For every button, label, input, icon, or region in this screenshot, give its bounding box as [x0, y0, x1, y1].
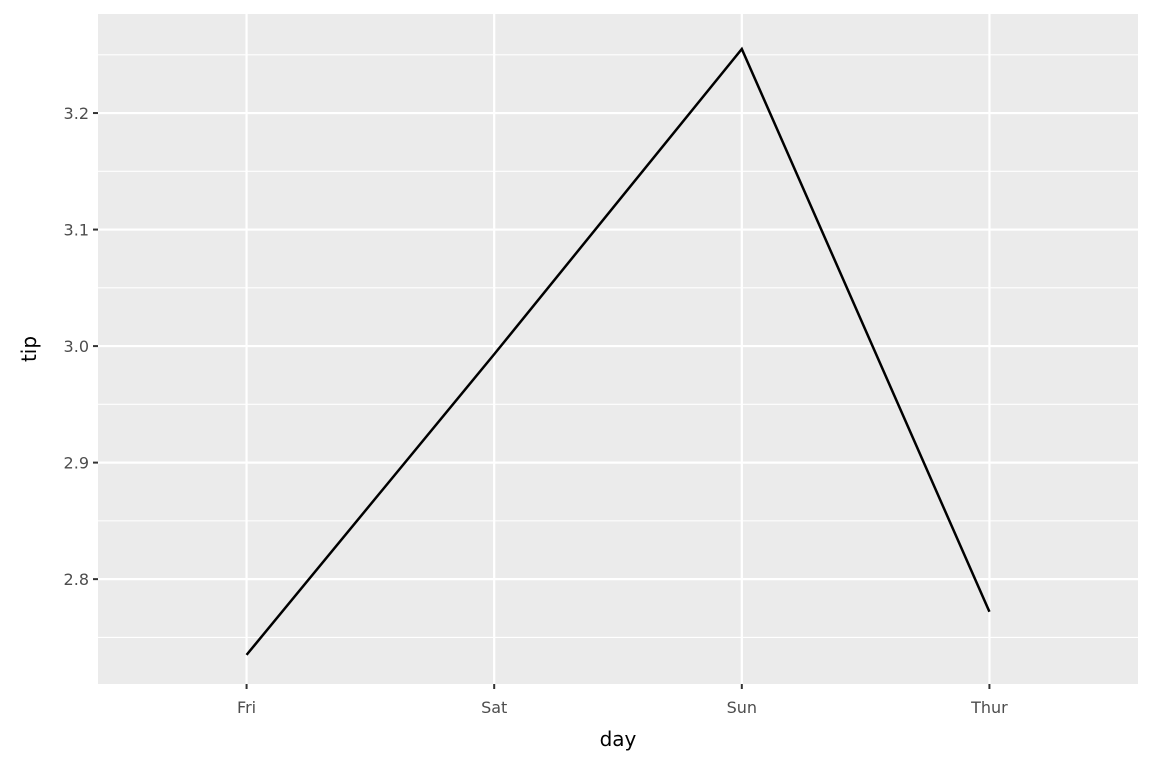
x-tick-label: Thur [970, 698, 1008, 717]
major-gridlines [98, 14, 1138, 684]
x-axis: Fri Sat Sun Thur [237, 684, 1008, 717]
series-lines [245, 46, 991, 656]
y-tick-label: 3.0 [64, 337, 89, 356]
y-tick-label: 2.8 [64, 570, 89, 589]
x-tick-label: Fri [237, 698, 256, 717]
y-tick-label: 3.1 [64, 221, 89, 240]
x-tick-label: Sat [481, 698, 507, 717]
x-axis-title: day [600, 727, 637, 751]
series-line [245, 46, 991, 656]
x-tick-label: Sun [727, 698, 757, 717]
y-tick-label: 2.9 [64, 454, 89, 473]
minor-gridlines [98, 54, 1138, 638]
y-axis-title: tip [17, 336, 41, 362]
y-tick-label: 3.2 [64, 104, 89, 123]
y-axis: 2.8 2.9 3.0 3.1 3.2 [64, 104, 98, 589]
plot-panel [98, 14, 1138, 684]
